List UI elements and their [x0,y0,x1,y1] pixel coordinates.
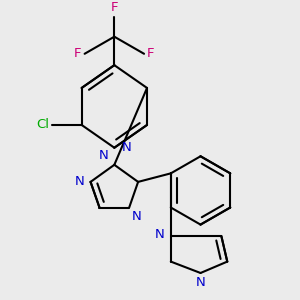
Text: F: F [111,2,118,14]
Text: N: N [155,228,165,241]
Text: F: F [147,47,154,60]
Text: F: F [74,47,82,60]
Text: N: N [75,176,85,188]
Text: N: N [132,210,142,224]
Text: N: N [99,149,108,162]
Text: N: N [196,276,206,289]
Text: Cl: Cl [36,118,49,131]
Text: N: N [122,141,131,154]
